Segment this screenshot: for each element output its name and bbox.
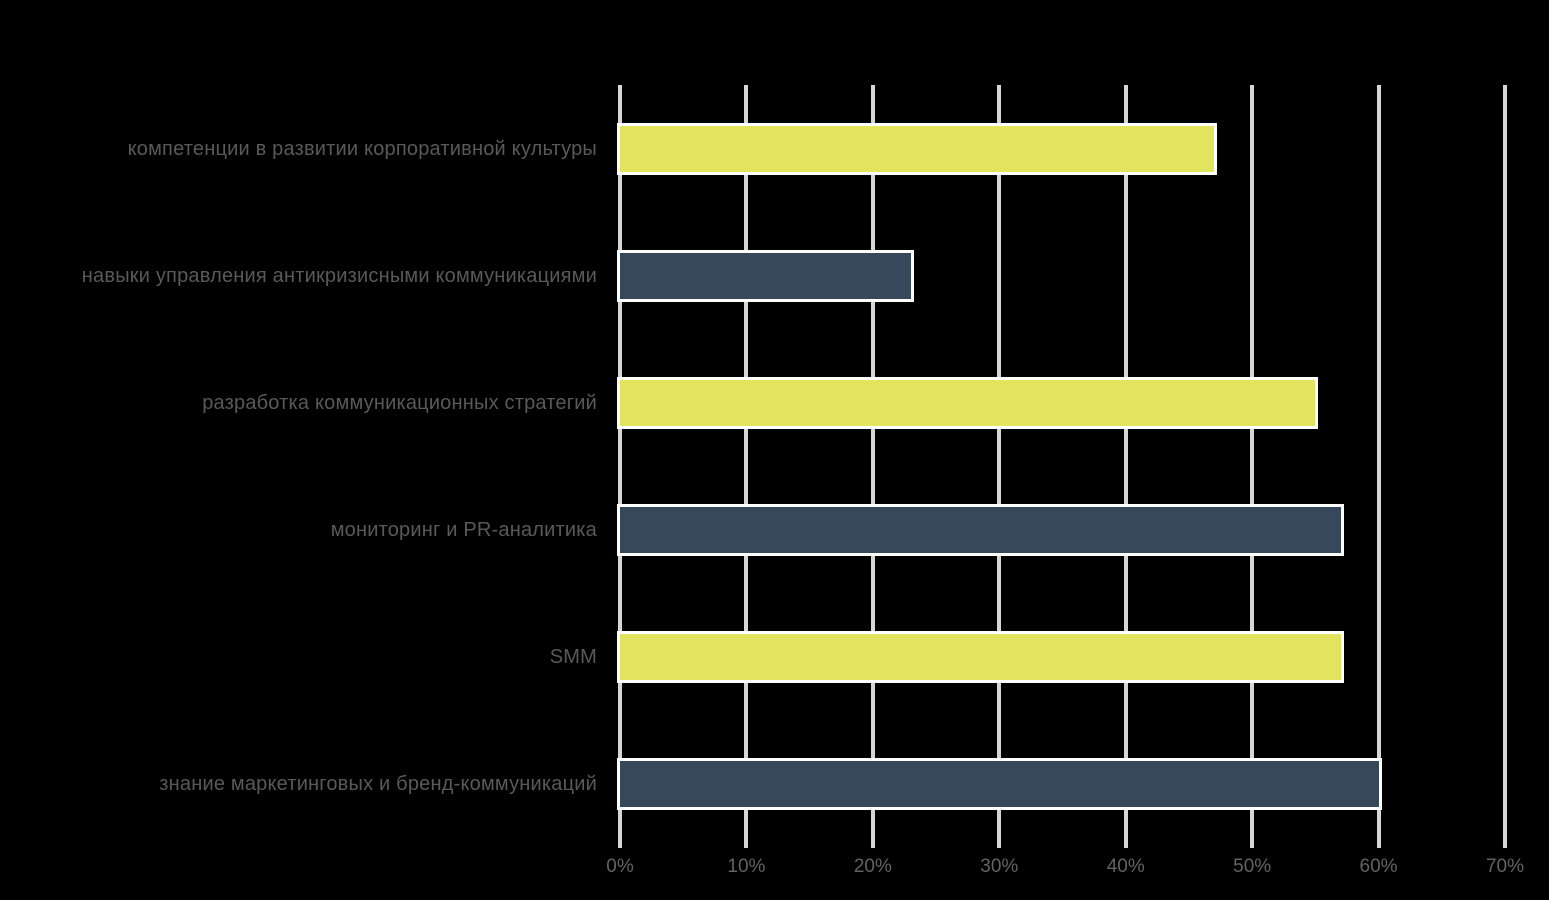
category-label-4: мониторинг и PR-аналитика: [330, 519, 597, 542]
gridline-40%: [1123, 85, 1128, 848]
x-tick-label-30%: 30%: [980, 856, 1019, 877]
bar-row-3: [617, 376, 1319, 429]
gridline-60%: [1376, 85, 1381, 848]
bar-row-5: [617, 631, 1344, 684]
bar-row-6: [617, 758, 1382, 811]
gridline-30%: [997, 85, 1002, 848]
gridline-20%: [870, 85, 875, 848]
gridline-50%: [1250, 85, 1255, 848]
gridline-70%: [1503, 85, 1507, 848]
bar-row-1: [617, 122, 1218, 175]
x-tick-label-70%: 70%: [1485, 856, 1525, 877]
bar-row-2: [617, 249, 914, 302]
x-tick-label-60%: 60%: [1359, 856, 1398, 877]
category-label-6: знание маркетинговых и бренд-коммуникаци…: [159, 773, 597, 796]
category-label-1: компетенции в развитии корпоративной кул…: [127, 137, 597, 160]
category-label-2: навыки управления антикризисными коммуни…: [81, 264, 597, 287]
x-tick-label-50%: 50%: [1233, 856, 1272, 877]
plot-area: [617, 85, 1507, 848]
gridline-0%: [618, 85, 622, 848]
bar-row-4: [617, 504, 1344, 557]
x-tick-label-20%: 20%: [853, 856, 892, 877]
gridline-10%: [744, 85, 749, 848]
x-tick-label-0%: 0%: [606, 856, 634, 877]
x-tick-label-10%: 10%: [727, 856, 766, 877]
category-label-5: SMM: [549, 646, 597, 669]
category-label-3: разработка коммуникационных стратегий: [202, 391, 597, 414]
x-tick-label-40%: 40%: [1106, 856, 1145, 877]
